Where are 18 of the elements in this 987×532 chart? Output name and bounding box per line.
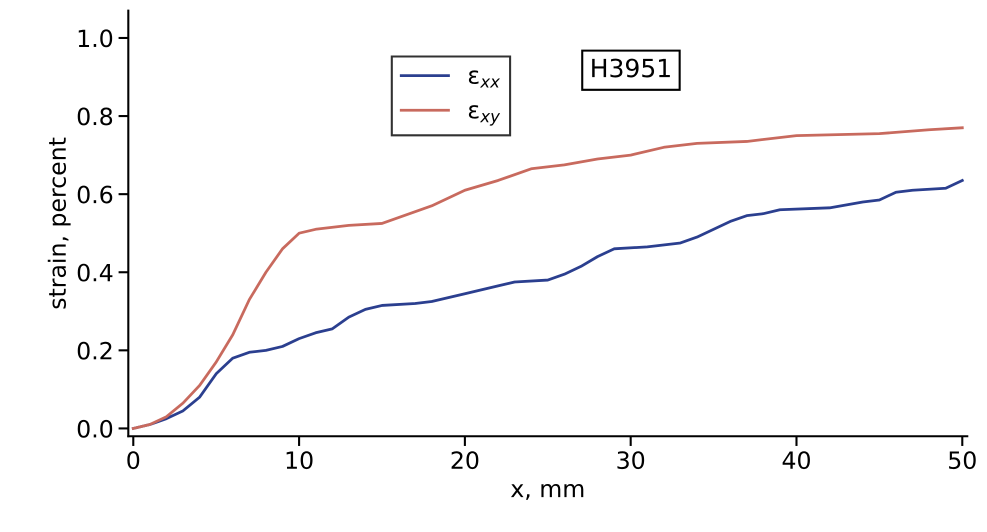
- y-tick-label: 0.6: [78, 186, 112, 204]
- y-tick-label: 0.8: [78, 108, 112, 126]
- x-tick-label: 20: [452, 451, 478, 470]
- x-tick-label: 10: [286, 451, 313, 470]
- y-tick-label: 0.0: [78, 420, 112, 438]
- y-tick-label: 1.0: [78, 29, 112, 48]
- legend-label: ε$_{xy}$: [468, 105, 500, 126]
- y-tick-label: 0.4: [78, 264, 112, 282]
- y-axis-title: strain, percent: [48, 138, 71, 309]
- x-tick-label: 50: [949, 451, 976, 470]
- line-series: [132, 126, 964, 430]
- x-axis-title: x, mm: [510, 484, 584, 500]
- x-tick-label: 40: [782, 451, 810, 470]
- legend-label: ε$_{xx}$: [468, 70, 500, 88]
- x-tick-label: 0: [127, 451, 140, 470]
- annotation: H3951: [592, 58, 670, 78]
- x-tick-label: 30: [617, 451, 644, 470]
- y-tick-label: 0.2: [78, 342, 112, 360]
